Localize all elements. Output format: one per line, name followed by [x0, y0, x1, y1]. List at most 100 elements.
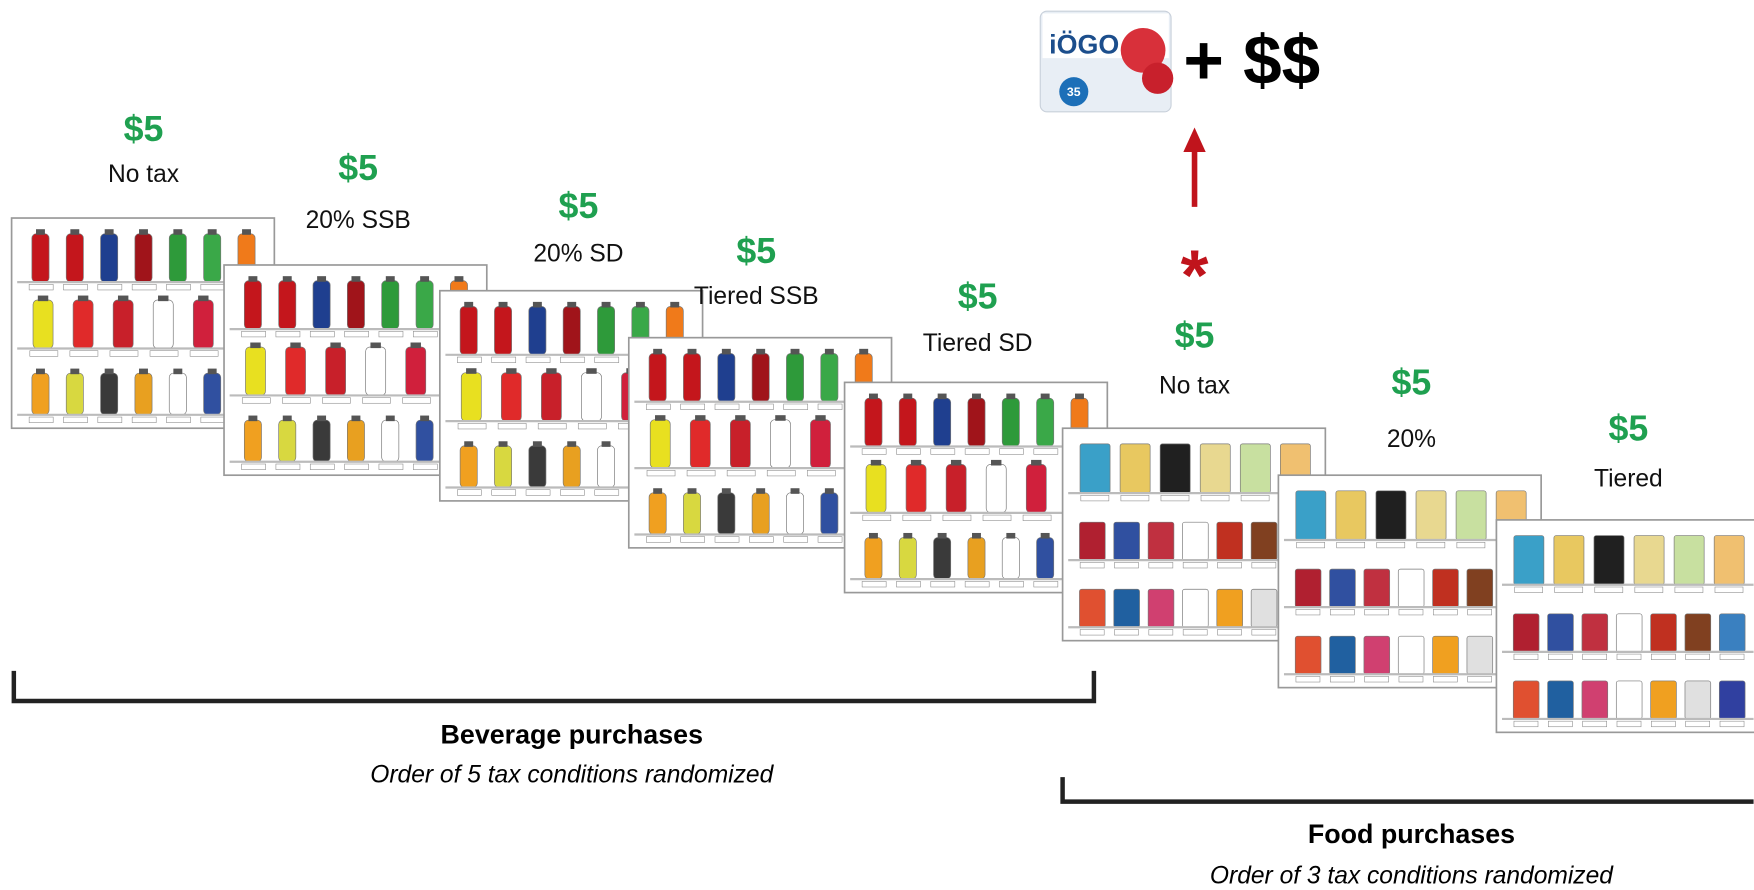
price-tag	[498, 423, 526, 429]
price-tag	[1034, 581, 1058, 587]
snack-package	[1330, 569, 1356, 607]
bottle	[460, 446, 477, 488]
condition-amount: $5	[124, 109, 164, 149]
price-tag	[132, 284, 156, 290]
bottle-cap	[139, 229, 148, 235]
price-tag	[345, 331, 369, 337]
price-tag	[1720, 654, 1744, 660]
snack-package	[1719, 681, 1745, 719]
bottle-cap	[815, 415, 825, 421]
bottle-cap	[825, 488, 834, 494]
price-tag	[646, 537, 670, 543]
price-tag	[29, 417, 53, 423]
group-title: Food purchases	[1308, 819, 1515, 849]
price-tag	[1583, 654, 1607, 660]
bottle	[245, 347, 265, 395]
snack-package	[1548, 681, 1574, 719]
price-tag	[1252, 629, 1276, 635]
price-tag	[1330, 609, 1354, 615]
snack-package	[1148, 522, 1174, 560]
yogurt-brand: iÖGO	[1049, 30, 1119, 60]
price-tag	[190, 351, 218, 357]
price-tag	[1218, 562, 1242, 568]
bottle	[865, 537, 882, 579]
bottle-cap	[499, 302, 508, 308]
price-tag	[595, 357, 619, 363]
price-tag	[749, 404, 773, 410]
price-tag	[715, 404, 739, 410]
bottle	[32, 234, 49, 282]
bottle-cap	[533, 441, 542, 447]
bottle-cap	[695, 415, 705, 421]
bottle	[461, 373, 481, 421]
snack-package	[1079, 522, 1105, 560]
group-title: Beverage purchases	[441, 720, 703, 750]
price-tag	[983, 515, 1011, 521]
bottle	[866, 464, 886, 512]
condition-label: 20% SD	[533, 241, 623, 268]
price-tag	[1651, 721, 1675, 727]
bottle	[153, 300, 173, 348]
condition-amount: $5	[958, 277, 998, 317]
price-tag	[646, 404, 670, 410]
group-subtitle: Order of 3 tax conditions randomized	[1210, 862, 1614, 889]
snack-package	[1651, 614, 1677, 652]
condition-label: No tax	[1159, 373, 1231, 400]
price-tag	[1365, 676, 1389, 682]
strawberry	[1142, 63, 1173, 94]
bottle	[563, 306, 580, 354]
diagram: $5No tax$520% SSB$520% SD$5Tiered SSB$5T…	[0, 0, 1754, 890]
price-tag	[1433, 676, 1457, 682]
snack-package	[1554, 536, 1584, 585]
snack-package	[1200, 444, 1230, 493]
shelf-cards	[12, 218, 1754, 732]
bottle-cap	[208, 229, 217, 235]
bottle-cap	[242, 229, 251, 235]
bottle	[1026, 464, 1046, 512]
price-tag	[1399, 676, 1423, 682]
snack-package	[1295, 569, 1321, 607]
price-tag	[1720, 721, 1744, 727]
bottle	[73, 300, 93, 348]
bottle-cap	[198, 296, 208, 302]
bottle	[1037, 537, 1054, 579]
bottle	[382, 420, 399, 462]
bottle-cap	[105, 229, 114, 235]
bottle	[169, 373, 186, 415]
price-tag	[457, 490, 481, 496]
price-tag	[322, 398, 350, 404]
bottle-cap	[248, 416, 257, 422]
bottle-cap	[722, 488, 731, 494]
price-tag	[70, 351, 98, 357]
food-shelf-card	[1496, 520, 1754, 732]
bottle-cap	[420, 416, 429, 422]
bottle	[821, 493, 838, 535]
bottle-cap	[670, 302, 679, 308]
reward-text: + $$	[1183, 21, 1320, 99]
bottle-cap	[903, 533, 912, 539]
bottle-cap	[105, 369, 114, 375]
price-tag	[862, 581, 886, 587]
price-tag	[1514, 721, 1538, 727]
yogurt-calories: 35	[1067, 85, 1081, 99]
bottle-cap	[70, 229, 79, 235]
bottle-cap	[602, 302, 611, 308]
bottle-cap	[1006, 394, 1015, 400]
price-tag	[413, 464, 437, 470]
price-tag	[1218, 629, 1242, 635]
price-tag	[1080, 629, 1104, 635]
price-tag	[727, 470, 755, 476]
bottle-cap	[351, 416, 360, 422]
snack-package	[1240, 444, 1270, 493]
snack-package	[1080, 444, 1110, 493]
bottle-cap	[903, 394, 912, 400]
price-tag	[1296, 609, 1320, 615]
bottle-cap	[869, 533, 878, 539]
snack-package	[1433, 569, 1459, 607]
bottle-cap	[775, 415, 785, 421]
bottle	[204, 234, 221, 282]
bottle	[313, 281, 330, 329]
bottle	[899, 398, 916, 446]
snack-package	[1251, 589, 1277, 627]
bottle-cap	[938, 394, 947, 400]
